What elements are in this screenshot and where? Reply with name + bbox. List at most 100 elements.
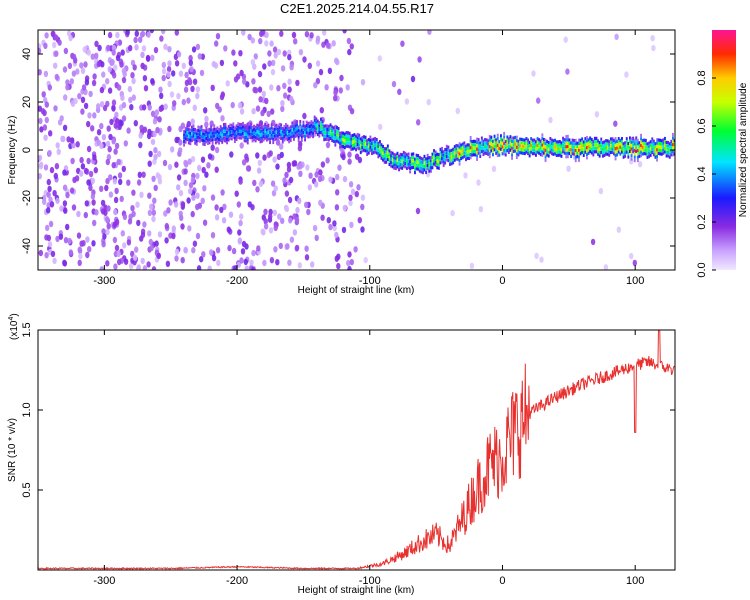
spectrogram-ridge-cell [643, 152, 646, 156]
spectrogram-ridge-cell [605, 145, 607, 149]
spectrogram-ridge-cell [186, 134, 189, 138]
spectrogram-cell [172, 100, 177, 107]
spectrogram-ridge-cell [509, 138, 512, 142]
colorbar-ticks: 0.00.20.40.60.8 [696, 70, 716, 278]
spectrogram-ridge-cell [407, 152, 410, 156]
spectrogram-ridge-cell [227, 131, 230, 135]
spectrogram-cell [342, 30, 347, 34]
spectrogram-ridge-cell [237, 125, 240, 129]
spectrogram-ridge-cell [589, 139, 592, 143]
spectrogram-cell [236, 201, 241, 208]
spectrogram-ridge-cell [617, 147, 620, 151]
spectrogram-ridge-cell [496, 153, 499, 157]
spectrogram-ridge-cell [590, 151, 593, 155]
spectrogram-cell [629, 252, 634, 260]
spectrogram-ridge-cell [484, 148, 486, 152]
spectrogram-ridge-cell [624, 147, 627, 152]
spectrogram-cell [339, 74, 344, 82]
spectrogram-ridge-cell [184, 130, 187, 134]
spectrogram-ridge-cell [512, 143, 515, 147]
spectrogram-ridge-cell [218, 134, 220, 138]
spectrogram-ridge-cell [347, 134, 349, 138]
spectrogram-ridge-cell [640, 154, 642, 158]
spectrogram-ridge-cell [574, 159, 577, 163]
spectrogram-cell [56, 148, 61, 155]
spectrogram-cell [46, 202, 51, 209]
spectrogram-ridge-cell [520, 151, 523, 155]
spectrogram-cell [42, 124, 48, 131]
spectrogram-ridge-cell [578, 138, 580, 142]
spectrogram-ridge-cell [597, 142, 599, 146]
spectrogram-ridge-cell [189, 128, 192, 132]
spectrogram-ridge-cell [353, 136, 356, 140]
spectrogram-ridge-cell [570, 144, 572, 148]
spectrogram-ridge-cell [476, 137, 478, 141]
spectrogram-ridge-cell [372, 151, 375, 155]
spectrogram-ridge-cell [308, 128, 311, 132]
spectrogram-ridge-cell [662, 138, 665, 142]
spectrogram-cell [210, 84, 215, 92]
spectrogram-ridge-cell [512, 149, 515, 153]
spectrogram-ridge-cell [425, 164, 427, 168]
spectrogram-ridge-cell [527, 138, 529, 142]
spectrogram-ridge-cell [488, 135, 491, 139]
spectrogram-ridge-cell [366, 142, 369, 146]
spectrogram-ridge-cell [519, 147, 521, 151]
spectrogram-ridge-cell [281, 133, 284, 137]
spectrogram-cell [111, 105, 116, 112]
spectrogram-cell [111, 49, 116, 56]
spectrogram-cell [90, 177, 96, 184]
spectrogram-ridge-cell [574, 145, 577, 149]
spectrogram-ridge-cell [549, 137, 552, 141]
spectrogram-ridge-cell [242, 135, 244, 139]
spectrogram-cell [258, 180, 264, 187]
spectrogram-cell [298, 170, 303, 177]
spectrogram-cell [338, 87, 343, 94]
spectrogram-ridge-cell [465, 151, 467, 155]
spectrogram-ridge-cell [605, 139, 607, 143]
spectrogram-ridge-cell [434, 160, 437, 164]
spectrogram-cell [335, 58, 340, 66]
spectrogram-ridge-cell [194, 128, 197, 132]
spectrogram-ridge-cell [291, 131, 294, 135]
spectrogram-cell [262, 259, 267, 267]
colorbar-tick-label: 0.8 [696, 70, 708, 85]
spectrogram-ridge-cell [476, 157, 478, 161]
spectrogram-ridge-cell [445, 148, 448, 152]
spectrogram-ridge-cell [366, 152, 369, 156]
spectrogram-ridge-cell [393, 166, 396, 170]
spectrogram-cell [63, 47, 69, 55]
spectrogram-ridge-cell [586, 139, 588, 143]
spectrogram-ridge-cell [479, 144, 482, 148]
spectrogram-cell [267, 60, 272, 67]
spectrogram-ridge-cell [453, 145, 456, 149]
spectrogram-cell [164, 222, 169, 230]
spectrogram-ridge-cell [224, 133, 227, 137]
spectrogram-cell [86, 179, 91, 186]
spectrogram-ridge-cell [636, 138, 639, 142]
spectrogram-ridge-cell [568, 138, 571, 142]
spectrogram-ridge-cell [616, 143, 619, 147]
spectrogram-cell [129, 104, 134, 111]
spectrogram-cell [46, 178, 51, 186]
spectrogram-ridge-cell [605, 142, 607, 146]
spectrogram-ridge-cell [342, 135, 345, 139]
spectrogram-ridge-cell [570, 141, 572, 145]
spectrogram-cell [333, 95, 338, 102]
spectrogram-cell [207, 153, 213, 160]
spectrogram-ridge-cell [485, 138, 488, 142]
spectrogram-ridge-cell [449, 152, 451, 156]
spectrogram-cell [62, 124, 68, 131]
spectrogram-ridge-cell [281, 140, 284, 144]
spectrogram-ridge-cell [495, 145, 498, 149]
spectrogram-cell [239, 213, 244, 220]
spectrogram-y-tick-label: 0 [21, 147, 33, 153]
spectrogram-ridge-cell [351, 147, 354, 151]
spectrogram-ridge-cell [541, 143, 544, 147]
spectrogram-ridge-cell [297, 138, 300, 143]
spectrogram-ridge-cell [359, 140, 362, 144]
spectrogram-ridge-cell [557, 150, 560, 154]
spectrogram-ridge-cell [535, 153, 537, 157]
spectrogram-ridge-cell [558, 153, 561, 157]
spectrogram-ridge-cell [429, 159, 432, 163]
